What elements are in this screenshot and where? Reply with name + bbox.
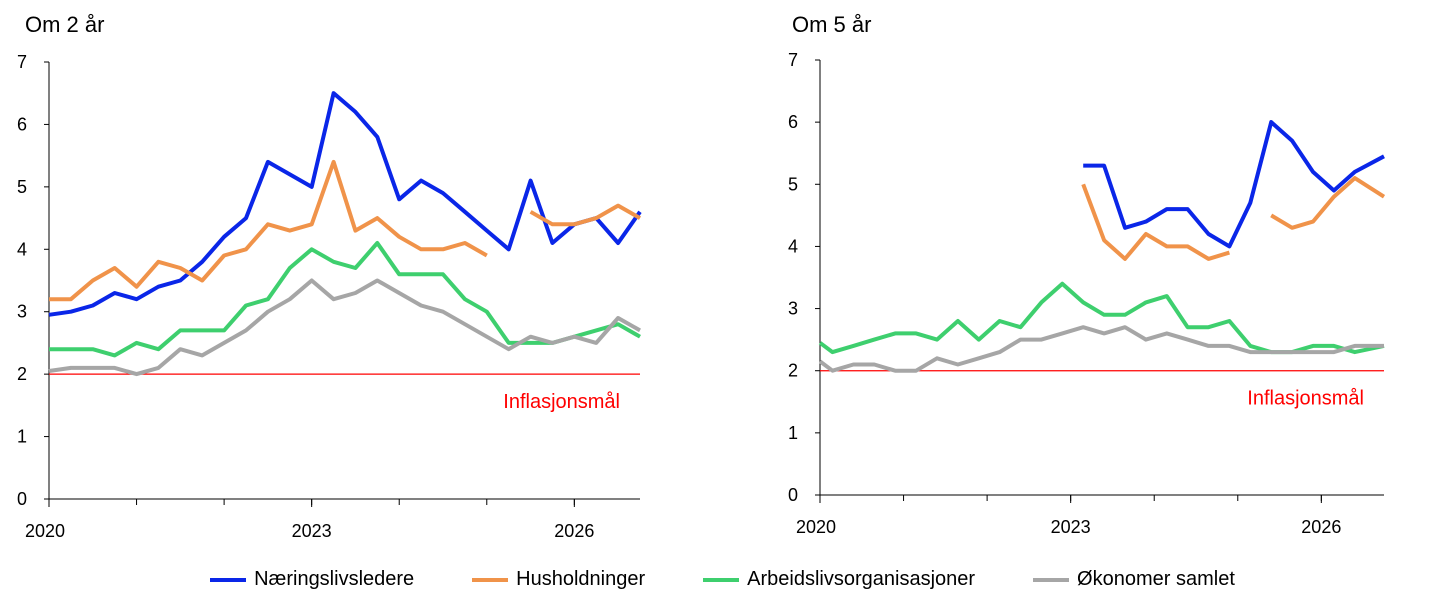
y-tick-label: 7 bbox=[17, 52, 27, 72]
chart-title-right: Om 5 år bbox=[792, 12, 872, 37]
legend-label-okonomer-samlet: Økonomer samlet bbox=[1077, 568, 1235, 590]
x-tick-label: 2026 bbox=[554, 521, 594, 541]
legend-item-husholdninger: Husholdninger bbox=[472, 568, 645, 591]
legend: Næringslivsledere Husholdninger Arbeidsl… bbox=[0, 568, 1445, 591]
y-tick-label: 4 bbox=[788, 236, 798, 256]
y-tick-label: 5 bbox=[788, 174, 798, 194]
x-tick-label: 2020 bbox=[25, 521, 65, 541]
y-tick-label: 1 bbox=[17, 427, 27, 447]
y-tick-label: 3 bbox=[788, 299, 798, 319]
y-tick-label: 0 bbox=[788, 485, 798, 505]
series-line-husholdninger-left-1 bbox=[49, 159, 488, 302]
legend-item-arbeidslivsorganisasjoner: Arbeidslivsorganisasjoner bbox=[703, 568, 975, 591]
target-label-left: Inflasjonsmål bbox=[503, 391, 620, 413]
legend-label-naeringslivsledere: Næringslivsledere bbox=[254, 568, 415, 590]
legend-swatch-okonomer-samlet bbox=[1033, 577, 1070, 582]
charts-canvas: 0 1 2 3 4 5 6 7 2020 2023 2026 Inflasjonsmål 0 1 2 3 4 5 6… bbox=[17, 50, 1386, 541]
x-tick-label: 2023 bbox=[292, 521, 332, 541]
series-line-husholdninger-left-2 bbox=[529, 203, 641, 227]
series-line-husholdninger-right-1 bbox=[1081, 183, 1230, 261]
series-line-okonomer-samlet-right bbox=[818, 325, 1384, 373]
y-tick-label: 2 bbox=[788, 361, 798, 381]
y-tick-label: 5 bbox=[17, 177, 27, 197]
x-tick-label: 2023 bbox=[1051, 517, 1091, 537]
series-line-okonomer-samlet-left bbox=[48, 278, 641, 377]
legend-item-okonomer-samlet: Økonomer samlet bbox=[1033, 568, 1235, 591]
y-tick-label: 6 bbox=[17, 114, 27, 134]
y-tick-label: 0 bbox=[17, 489, 27, 509]
series-line-husholdninger-right-2 bbox=[1270, 176, 1386, 230]
x-tick-label: 2026 bbox=[1301, 517, 1341, 537]
y-tick-label: 7 bbox=[788, 50, 798, 70]
legend-swatch-naeringslivsledere bbox=[210, 577, 247, 582]
chart-title-left: Om 2 år bbox=[25, 12, 105, 37]
target-label-right: Inflasjonsmål bbox=[1247, 388, 1364, 410]
y-tick-label: 4 bbox=[17, 239, 27, 259]
legend-item-naeringslivsledere: Næringslivsledere bbox=[210, 568, 414, 591]
series-line-naeringslivsledere-right bbox=[1083, 120, 1385, 249]
series-line-arbeidslivsorganisasjoner-right bbox=[818, 281, 1385, 355]
series-line-arbeidslivsorganisasjoner-left bbox=[49, 241, 641, 358]
chart-left: 0 1 2 3 4 5 6 7 2020 2023 2026 Inflasjonsmål bbox=[17, 52, 642, 541]
y-tick-label: 2 bbox=[17, 364, 27, 384]
y-tick-label: 3 bbox=[17, 302, 27, 322]
y-tick-label: 6 bbox=[788, 112, 798, 132]
series-line-naeringslivsledere-left bbox=[48, 91, 642, 317]
y-tick-label: 1 bbox=[788, 423, 798, 443]
legend-swatch-husholdninger bbox=[472, 577, 509, 582]
legend-label-arbeidslivsorganisasjoner: Arbeidslivsorganisasjoner bbox=[747, 568, 976, 590]
x-tick-label: 2020 bbox=[796, 517, 836, 537]
legend-swatch-arbeidslivsorganisasjoner bbox=[703, 577, 740, 582]
chart-right: 0 1 2 3 4 5 6 7 2020 2023 2026 Inflasjonsmål bbox=[788, 50, 1386, 537]
legend-label-husholdninger: Husholdninger bbox=[516, 568, 646, 590]
